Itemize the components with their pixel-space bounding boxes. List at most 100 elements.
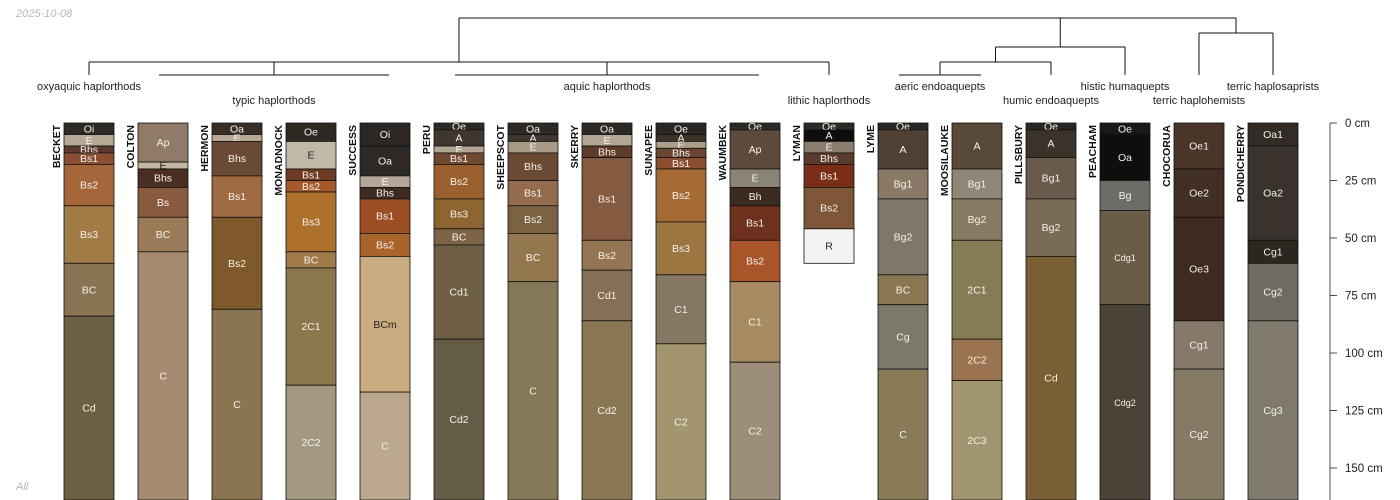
profile-name-label: PERU — [421, 125, 433, 154]
horizon-bs2 — [655, 168, 707, 223]
horizon-oe2 — [1173, 168, 1225, 218]
profile-name-label: HERMON — [199, 125, 211, 172]
horizon-label: Bs1 — [228, 191, 246, 203]
horizon-label: E — [751, 173, 758, 185]
horizon-label: Bg — [1119, 190, 1132, 202]
horizon-label: 2C2 — [967, 354, 986, 366]
horizon-label: Oi — [380, 129, 391, 141]
horizon-label: Oa1 — [1263, 129, 1283, 141]
horizon-bg1 — [1025, 157, 1077, 200]
taxonomic-group-label: histic humaquepts — [1081, 81, 1170, 93]
horizon-bs — [137, 186, 189, 218]
horizon-label: Bs1 — [302, 169, 320, 181]
horizon-label: E — [455, 144, 462, 156]
horizon-label: Ap — [749, 144, 762, 156]
horizon-bhs — [211, 140, 263, 177]
horizon-oe1 — [1173, 122, 1225, 170]
taxonomic-group-label: terric haplohemists — [1153, 95, 1246, 107]
soil-profile-chocorua: Oe1 Oe2 Oe3 Cg1 Cg2 CHOCORUA — [1161, 122, 1225, 500]
horizon-label: Bs2 — [228, 258, 246, 270]
horizon-label: Bs2 — [302, 181, 320, 193]
horizon-label: Bs2 — [80, 180, 98, 192]
profile-name-label: SUNAPEE — [643, 125, 655, 176]
horizon-c — [137, 251, 189, 500]
horizon-label: Oa — [1118, 152, 1132, 164]
horizon-label: Oa — [600, 123, 614, 135]
horizon-bg2 — [951, 198, 1003, 241]
profile-name-label: PONDICHERRY — [1235, 125, 1247, 202]
horizon-label: 2C2 — [301, 437, 320, 449]
depth-tick-label: 0 cm — [1345, 118, 1370, 130]
horizon-label: Bs2 — [450, 176, 468, 188]
horizon-oa — [359, 145, 411, 177]
horizon-c2 — [655, 343, 707, 500]
date-stamp: 2025-10-08 — [16, 8, 73, 20]
taxonomic-group-label: aeric endoaquepts — [895, 81, 986, 93]
taxonomic-group-label: lithic haplorthods — [788, 95, 871, 107]
profile-name-label: BECKET — [51, 124, 63, 168]
profile-name-label: LYMAN — [791, 125, 803, 161]
horizon-label: Oe — [1118, 123, 1132, 135]
horizon-label: E — [677, 139, 684, 151]
horizon-label: C — [899, 429, 907, 441]
horizon-label: Bs2 — [672, 190, 690, 202]
depth-axis: 0 cm 25 cm 50 cm 75 cm 100 cm 125 cm 150 cm — [1329, 118, 1383, 500]
horizon-oa — [1099, 134, 1151, 181]
horizon-label: Bs2 — [820, 203, 838, 215]
soil-profile-hermon: OaE Bhs Bs1 Bs2 C HERMON — [199, 122, 263, 500]
profile-name-label: WAUMBEK — [717, 125, 729, 181]
horizon-label: Oe — [304, 127, 318, 139]
horizon-label: Cg — [896, 331, 910, 343]
profile-name-label: SKERRY — [569, 125, 581, 168]
horizon-label: Bhs — [154, 173, 172, 185]
horizon-label: Bg2 — [968, 214, 987, 226]
horizon-label: Bs2 — [524, 214, 542, 226]
horizon-e — [285, 140, 337, 170]
horizon-label: A — [529, 132, 536, 144]
horizon-cg2 — [1173, 368, 1225, 500]
horizon-2c3 — [951, 380, 1003, 500]
horizon-bg1 — [877, 168, 929, 200]
horizon-bs1 — [729, 205, 781, 241]
horizon-label: Cg3 — [1263, 405, 1282, 417]
profile-name-label: SUCCESS — [347, 125, 359, 176]
horizon-bs2 — [507, 205, 559, 234]
horizon-label: Oa — [526, 123, 540, 135]
horizon-bs2 — [803, 186, 855, 230]
horizon-cd — [1025, 255, 1077, 500]
horizon-label: C2 — [674, 416, 688, 428]
horizon-label: Bs1 — [672, 158, 690, 170]
horizon-label: Bg1 — [894, 178, 913, 190]
profile-name-label: LYME — [865, 125, 877, 153]
depth-tick-label: 125 cm — [1345, 406, 1383, 418]
horizon-ap — [137, 122, 189, 163]
horizon-label: Cg2 — [1263, 287, 1282, 299]
horizon-bs2 — [581, 239, 633, 271]
horizon-bs2 — [211, 216, 263, 310]
horizon-label: Bs1 — [598, 193, 616, 205]
soil-profile-pondicherry: Oa1 Oa2 Cg1 Cg2 Cg3 PONDICHERRY — [1235, 122, 1299, 500]
depth-tick-label: 25 cm — [1345, 176, 1376, 188]
horizon-label: 2C3 — [967, 435, 986, 447]
horizon-label: E — [159, 160, 166, 172]
horizon-label: C — [159, 370, 167, 382]
horizon-label: Bg1 — [1042, 173, 1061, 185]
horizon-c — [211, 308, 263, 500]
horizon-label: Oe — [674, 123, 688, 135]
horizon-label: A — [455, 132, 462, 144]
horizon-label: Bh — [749, 191, 762, 203]
horizon-label: Oi — [84, 123, 95, 135]
horizon-cg3 — [1247, 320, 1299, 500]
horizon-label: Bs3 — [450, 208, 468, 220]
horizon-c — [359, 391, 411, 500]
